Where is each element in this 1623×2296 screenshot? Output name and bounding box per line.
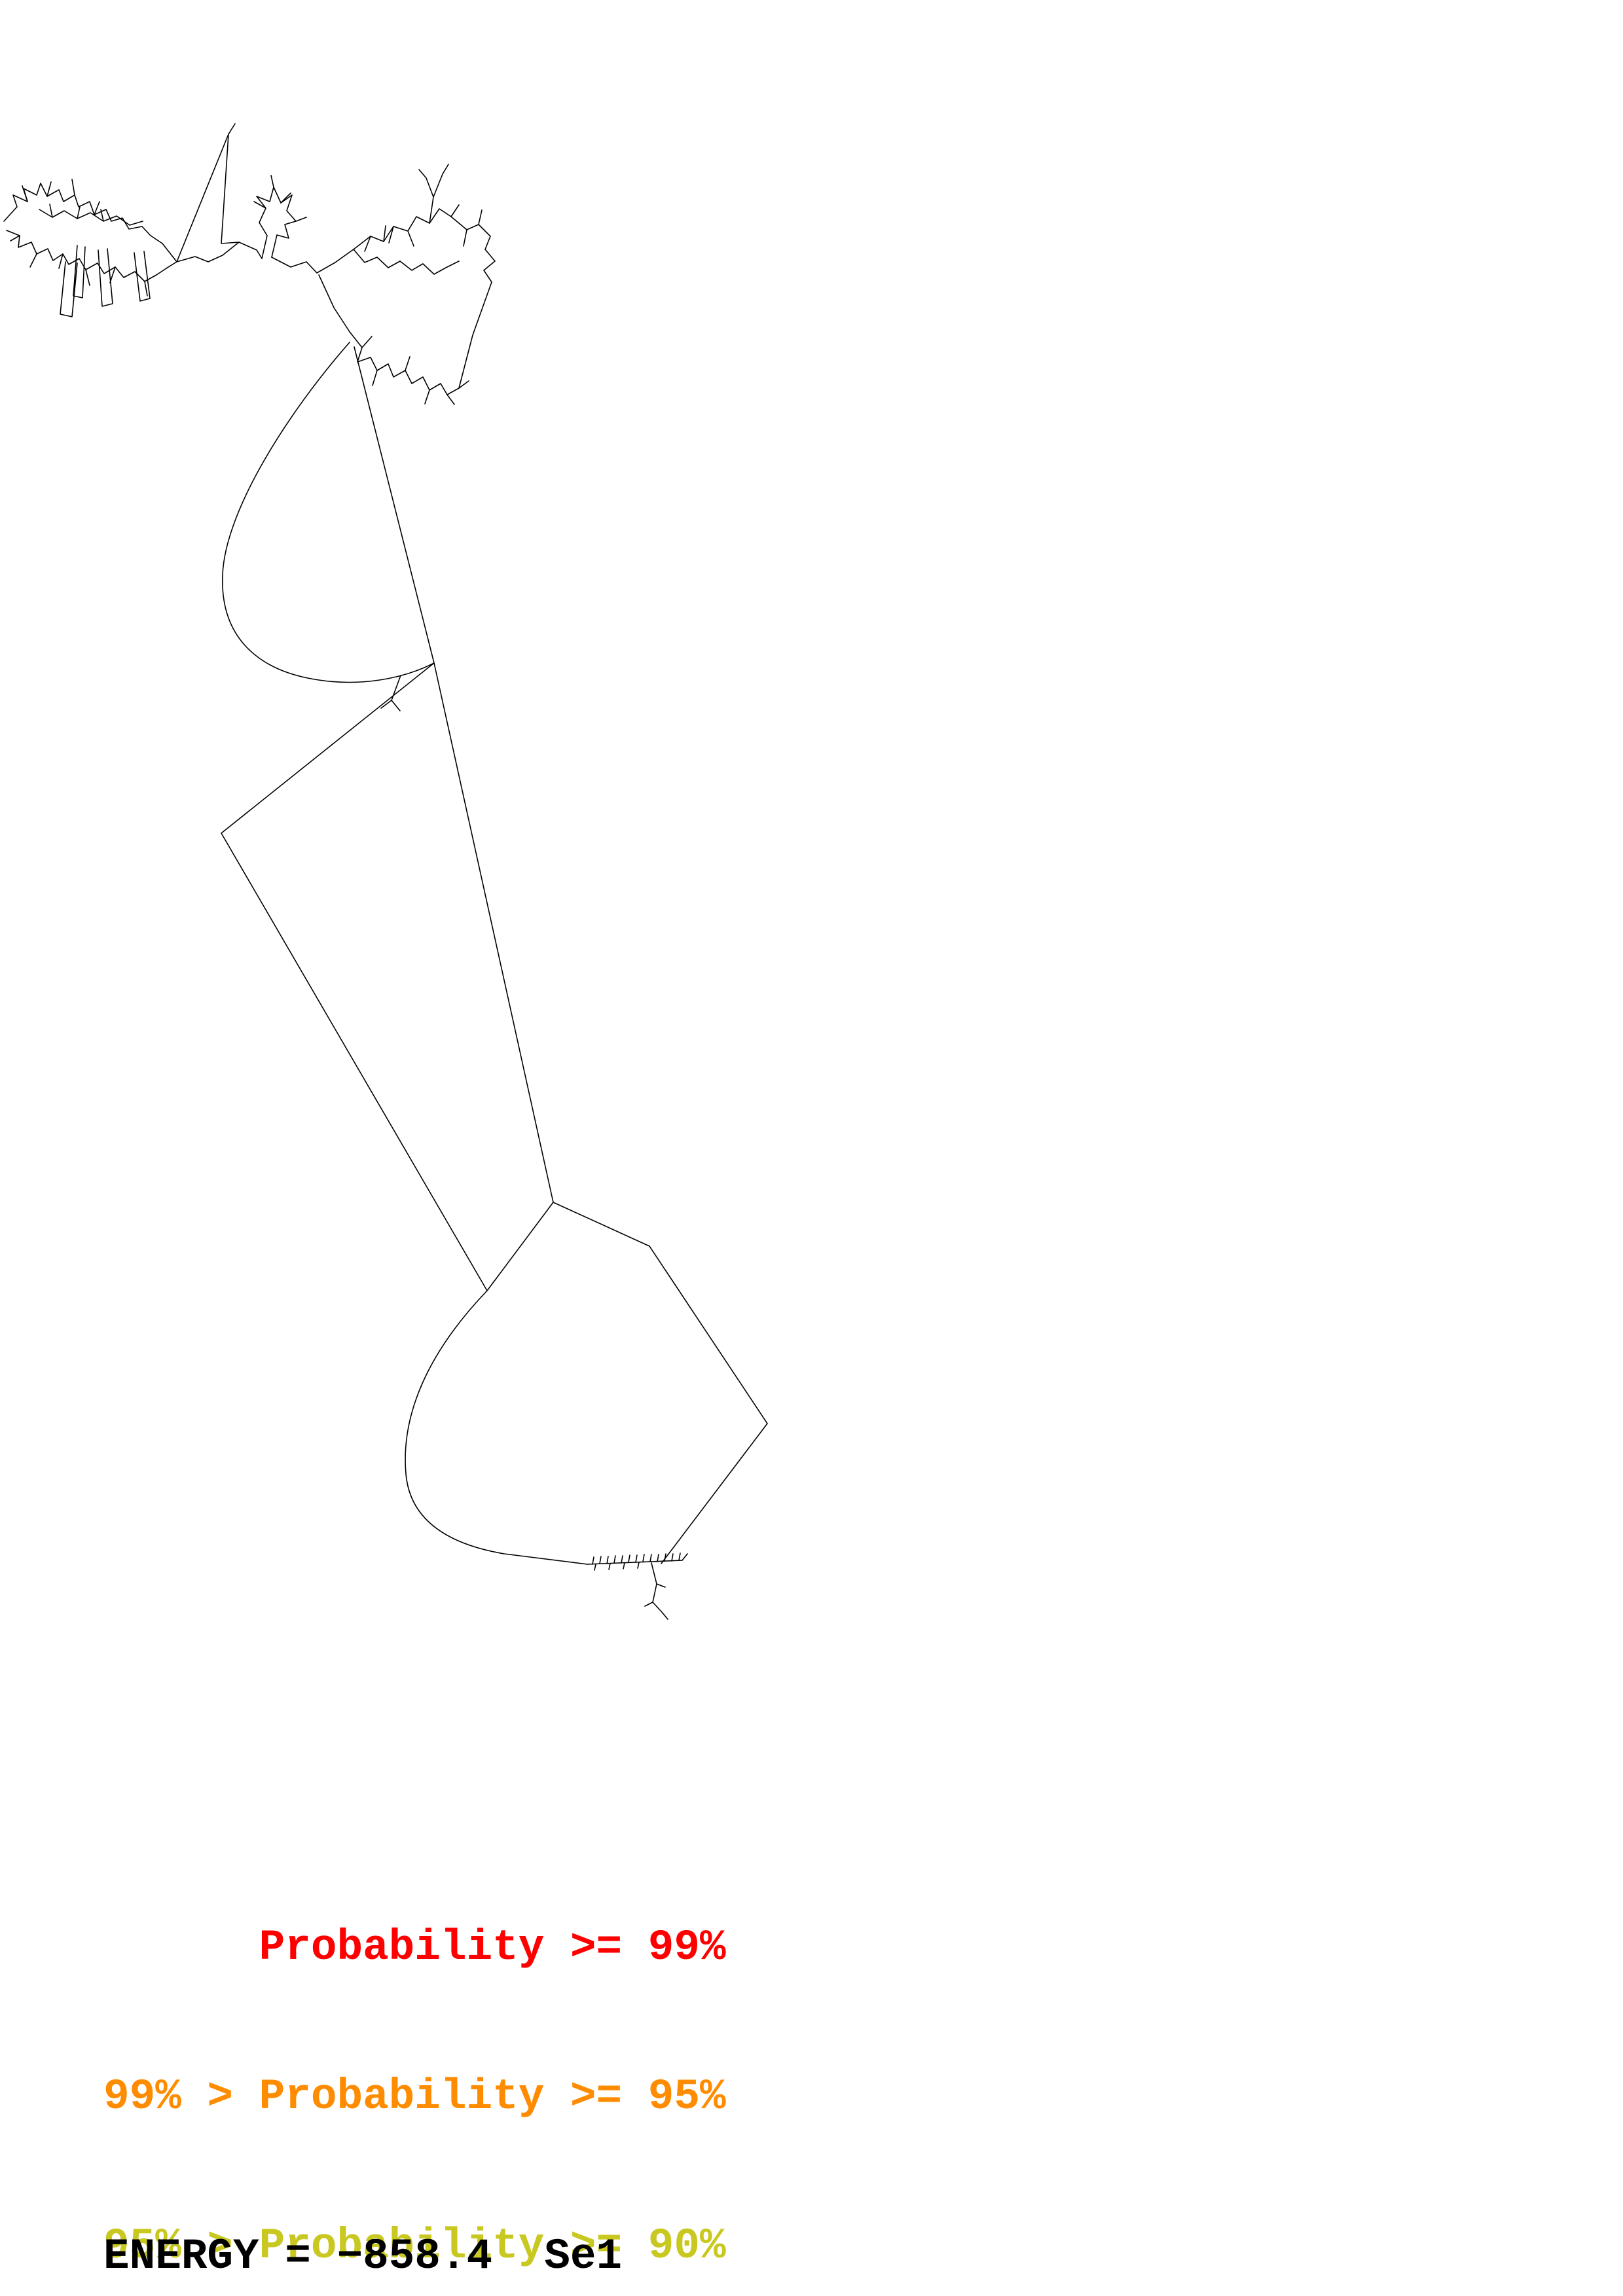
- structure-spike-loop: [176, 123, 236, 262]
- structure-middle-cluster: [253, 175, 307, 259]
- probability-legend: Probability >= 99% 99% > Probability >= …: [103, 1823, 726, 2296]
- legend-item-95-99: 99% > Probability >= 95%: [103, 2072, 726, 2121]
- structure-lower-loop: [405, 1246, 768, 1565]
- structure-top-right-cluster: [353, 164, 496, 283]
- energy-label: ENERGY = −858.4 Se1: [103, 2232, 623, 2281]
- structure-upper-loop: [222, 342, 435, 711]
- structure-top-left-cluster: [3, 179, 167, 317]
- legend-item-90-95: 95% > Probability >= 90%: [103, 2221, 726, 2270]
- structure-top-chain: [162, 242, 354, 274]
- structure-long-helix: [221, 662, 650, 1291]
- structure-bottom-chain: [587, 1552, 688, 1620]
- legend-item-99: Probability >= 99%: [103, 1923, 726, 1972]
- structure-lower-cluster: [318, 274, 492, 405]
